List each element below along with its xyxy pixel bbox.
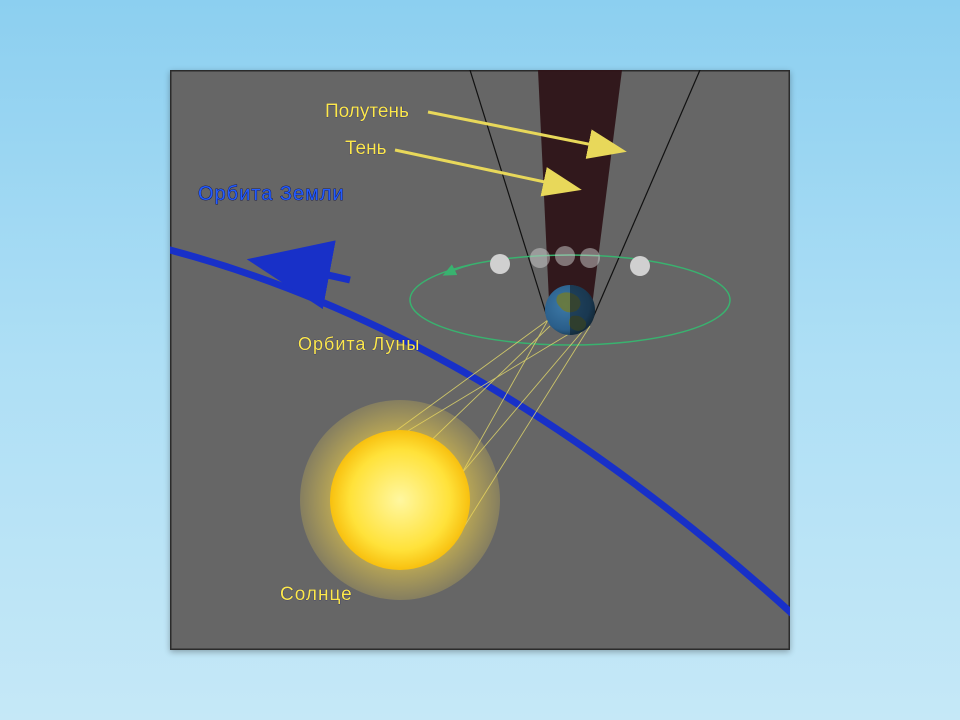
earth [545,285,595,335]
moon-dot [580,248,600,268]
diagram-frame: Полутень Тень Орбита Земли Орбита Луны С… [170,70,790,650]
label-sun: Солнце [280,584,353,605]
eclipse-diagram: Полутень Тень Орбита Земли Орбита Луны С… [170,70,790,650]
earth-orbit-arc [170,245,790,630]
moon-dot [555,246,575,266]
moon-dot [630,256,650,276]
moon-dot [490,254,510,274]
label-penumbra: Полутень [325,101,409,122]
label-earth-orbit: Орбита Земли [198,183,345,205]
label-umbra: Тень [345,138,387,159]
sun [300,400,500,600]
umbra-cone [538,70,622,322]
moon-dot [530,248,550,268]
inner-border [171,71,790,650]
label-moon-orbit: Орбита Луны [298,334,420,354]
